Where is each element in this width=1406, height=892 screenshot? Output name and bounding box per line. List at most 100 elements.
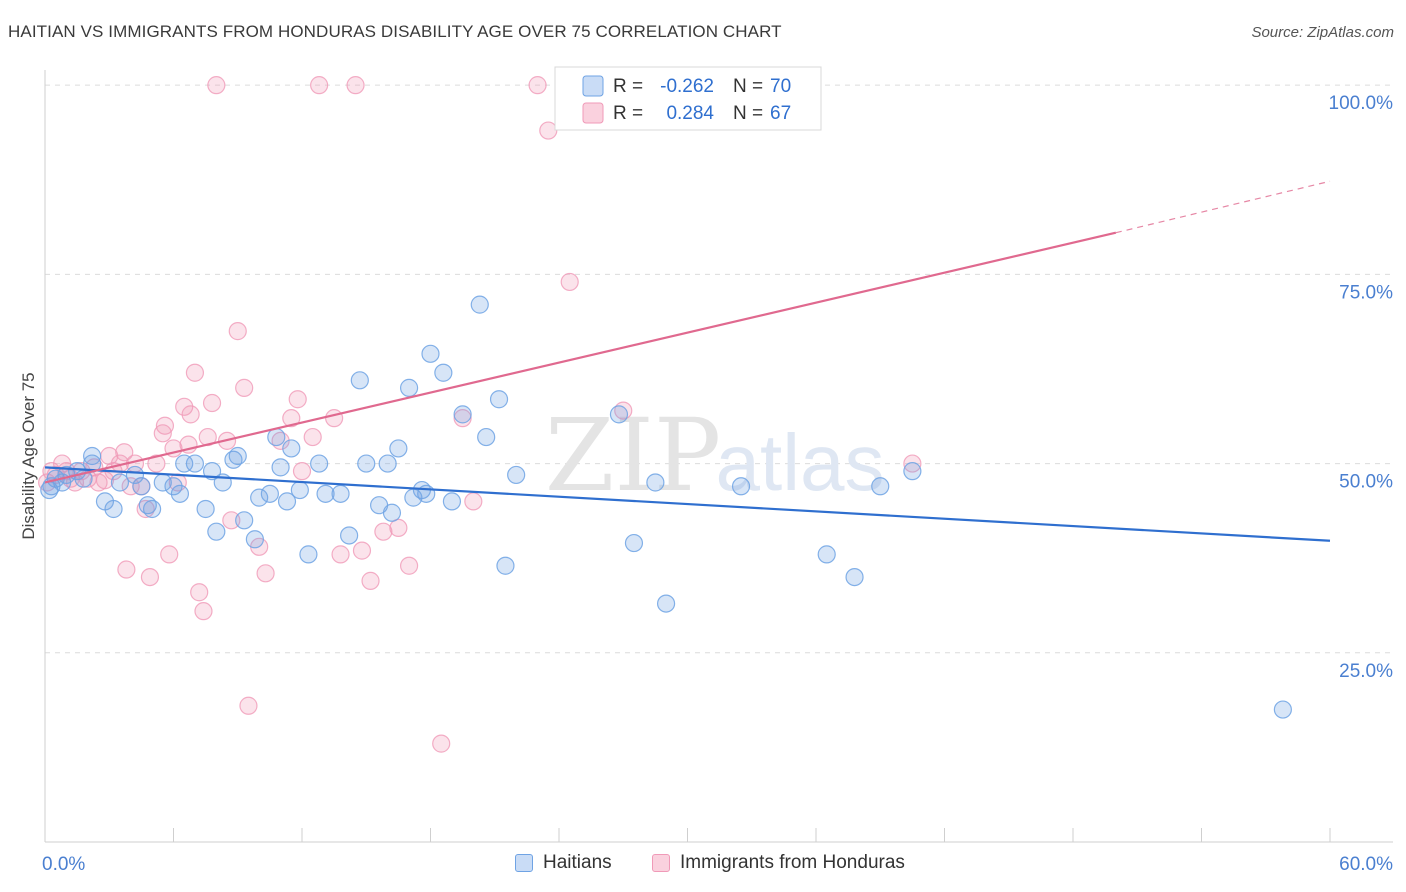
haitian-point [1273, 700, 1292, 719]
haitian-point [299, 545, 318, 564]
honduras-point [160, 545, 179, 564]
honduras-point [325, 409, 344, 428]
honduras-point [374, 522, 393, 541]
haitian-point [357, 454, 376, 473]
watermark-zip: ZIP [545, 397, 721, 514]
chart-title: HAITIAN VS IMMIGRANTS FROM HONDURAS DISA… [8, 22, 782, 41]
legend-r-value-1: 0.284 [666, 103, 714, 124]
honduras-point [539, 121, 558, 140]
haitian-point [83, 446, 102, 466]
haitian-point [104, 499, 123, 519]
haitian-point [903, 462, 922, 481]
honduras-point [115, 443, 134, 462]
legend-label-haitians: Haitians [543, 852, 612, 873]
honduras-point [432, 734, 451, 753]
x-tick-label-1: 60.0% [1339, 854, 1393, 875]
honduras-point [140, 567, 160, 587]
haitian-point [845, 567, 864, 587]
haitians-swatch [515, 854, 533, 872]
honduras-point [235, 378, 254, 397]
haitian-point [132, 477, 151, 496]
honduras-point [288, 390, 307, 409]
honduras-point [202, 393, 222, 413]
haitian-point [340, 526, 359, 545]
honduras-point [303, 427, 322, 447]
haitian-point [656, 594, 676, 613]
honduras-point [352, 541, 372, 560]
haitian-point [646, 473, 665, 492]
honduras-swatch [652, 854, 670, 872]
haitian-point [434, 363, 453, 382]
haitian-point [382, 503, 402, 522]
honduras-point [185, 363, 205, 382]
legend-r-label-1: R = [613, 103, 643, 124]
honduras-point [903, 454, 922, 473]
haitian-point [453, 405, 472, 424]
haitian-point [282, 439, 301, 458]
legend-item-haitians: Haitians [515, 852, 612, 874]
honduras-point [310, 76, 329, 95]
haitian-point [235, 511, 254, 530]
y-tick-label-2: 50.0% [1339, 472, 1393, 493]
haitian-point [125, 465, 145, 485]
trend-lines [44, 180, 1331, 542]
haitian-point [164, 477, 183, 496]
y-axis-label: Disability Age Over 75 [19, 372, 38, 539]
haitian-point [350, 371, 369, 390]
haitian-point [609, 405, 629, 424]
honduras-point [147, 454, 166, 473]
haitian-point [250, 488, 269, 507]
honduras-point [399, 556, 419, 575]
y-tick-label-3: 25.0% [1339, 661, 1393, 682]
haitian-point [207, 522, 226, 541]
legend-n-value-0: 70 [770, 76, 791, 97]
grid-lines [45, 84, 1393, 654]
honduras-trend-extension [1115, 180, 1331, 234]
honduras-point [464, 492, 483, 511]
haitian-point [260, 484, 279, 503]
haitian-point [470, 295, 489, 314]
haitian-point [624, 533, 644, 553]
haitian-point [817, 545, 836, 564]
honduras-point [228, 322, 247, 341]
honduras-point [95, 471, 115, 490]
honduras-points [38, 76, 922, 753]
haitian-points [40, 295, 1292, 719]
haitian-point [170, 484, 190, 503]
haitian-point [871, 477, 890, 496]
haitian-point [489, 390, 509, 409]
legend-label-honduras: Immigrants from Honduras [680, 852, 905, 873]
legend-n-label-1: N = [733, 103, 763, 124]
honduras-point [175, 397, 194, 416]
haitian-point [389, 439, 408, 458]
honduras-point [155, 416, 175, 435]
honduras-point [190, 583, 209, 602]
honduras-point [331, 545, 350, 564]
haitian-point [421, 344, 440, 363]
x-tick-label-0: 0.0% [42, 854, 85, 875]
haitian-point [185, 454, 205, 473]
haitian-point [731, 477, 751, 496]
haitian-point [477, 427, 496, 447]
honduras-point [194, 602, 213, 621]
honduras-point [121, 477, 140, 496]
haitian-point [442, 492, 462, 511]
legend-n-value-1: 67 [770, 103, 791, 124]
legend-swatch-honduras [582, 102, 604, 124]
y-tick-label-1: 75.0% [1339, 282, 1393, 303]
honduras-point [282, 409, 301, 428]
honduras-point [346, 76, 365, 95]
haitian-point [271, 458, 290, 477]
haitian-point [142, 499, 162, 519]
honduras-point [222, 511, 241, 530]
honduras-point [117, 560, 136, 579]
honduras-point [528, 76, 547, 95]
haitian-point [196, 499, 215, 519]
haitian-point [316, 484, 335, 503]
legend-item-honduras: Immigrants from Honduras [652, 852, 905, 874]
haitian-point [378, 454, 397, 473]
haitian-point [331, 484, 350, 503]
honduras-point [181, 405, 200, 424]
legend-n-label-0: N = [733, 76, 763, 97]
legend-swatch-haitians [582, 75, 604, 97]
